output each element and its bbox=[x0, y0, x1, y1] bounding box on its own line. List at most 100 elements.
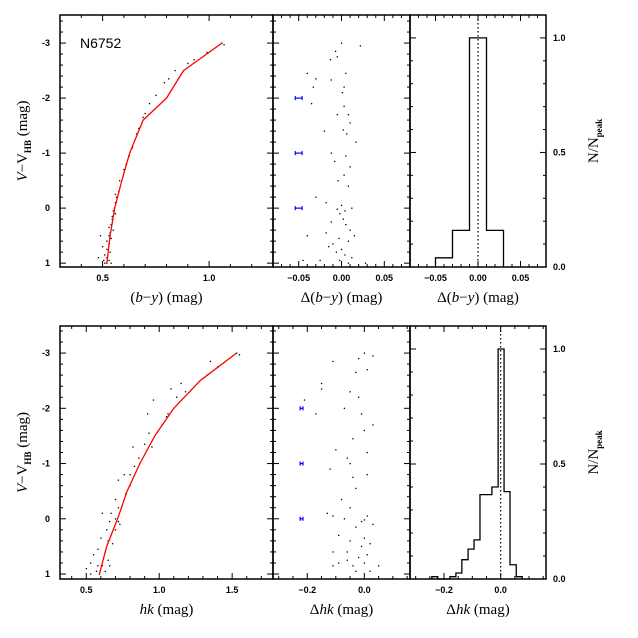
histogram-outline bbox=[434, 37, 505, 267]
data-points bbox=[302, 42, 367, 264]
data-point bbox=[315, 78, 317, 80]
data-point bbox=[206, 51, 208, 54]
x-axis-title-part: y bbox=[329, 290, 338, 306]
data-point bbox=[223, 44, 225, 46]
histogram bbox=[431, 348, 523, 580]
y-tick-label: -3 bbox=[42, 38, 50, 48]
x-axis-title-part: (mag) bbox=[470, 602, 510, 618]
data-point bbox=[112, 229, 114, 231]
data-point bbox=[360, 545, 363, 548]
x-axis-title: Δ(b−y) (mag) bbox=[437, 290, 519, 306]
data-point bbox=[332, 565, 334, 567]
data-point bbox=[349, 391, 351, 393]
y-tick-label: -2 bbox=[42, 93, 50, 103]
data-point bbox=[114, 529, 117, 531]
panel-top-hist: −0.05 0.00 0.05 0.0 0.5 1.0 Δ(b−y) (mag) N/Npea… bbox=[409, 14, 604, 306]
data-point bbox=[366, 515, 368, 517]
y-axis-title-subscript: peak bbox=[594, 430, 604, 449]
data-point bbox=[326, 512, 328, 514]
ticks bbox=[60, 326, 273, 579]
data-point bbox=[132, 446, 134, 448]
data-point bbox=[336, 208, 338, 210]
data-point bbox=[338, 534, 340, 537]
y-tick-label: 0 bbox=[45, 514, 50, 524]
ticks bbox=[410, 325, 546, 580]
data-point bbox=[103, 259, 105, 262]
data-point bbox=[363, 537, 366, 539]
x-axis-title-part: y bbox=[466, 290, 475, 306]
y-tick-label: 0.5 bbox=[553, 459, 566, 469]
x-tick-label: 0.5 bbox=[80, 585, 93, 595]
data-point bbox=[102, 246, 104, 248]
x-axis-title-part: hk bbox=[319, 602, 334, 618]
plot-frame bbox=[272, 14, 411, 268]
data-point bbox=[109, 565, 111, 567]
x-tick-label: 1.0 bbox=[153, 585, 166, 595]
x-tick-label: −0.05 bbox=[287, 273, 310, 283]
data-point bbox=[352, 565, 354, 567]
data-point bbox=[101, 565, 104, 567]
data-point bbox=[340, 248, 343, 251]
data-point bbox=[235, 352, 238, 354]
data-point bbox=[152, 399, 155, 401]
data-point bbox=[336, 113, 338, 116]
y-axis-title-part: −V bbox=[15, 464, 31, 483]
data-point bbox=[344, 254, 346, 256]
y-axis-title: V−VHB (mag) bbox=[15, 412, 33, 493]
data-point bbox=[176, 396, 178, 398]
data-point bbox=[111, 543, 114, 545]
data-point bbox=[163, 82, 166, 84]
data-point bbox=[335, 251, 338, 253]
data-point bbox=[320, 382, 323, 385]
x-axis-title: (b−y) (mag) bbox=[130, 290, 202, 306]
x-axis-title-part: ) (mag) bbox=[474, 290, 519, 306]
fiducial-line bbox=[106, 42, 223, 264]
data-point bbox=[170, 388, 172, 390]
y-axis-title-part: N/N bbox=[586, 137, 602, 163]
data-point bbox=[312, 86, 314, 88]
data-point bbox=[184, 391, 187, 393]
error-bar bbox=[294, 96, 303, 101]
data-point bbox=[115, 196, 118, 198]
x-axis-title-part: ) (mag) bbox=[158, 290, 203, 306]
error-bar bbox=[299, 461, 304, 466]
data-point bbox=[347, 240, 350, 242]
y-axis-title-part: V bbox=[15, 171, 31, 182]
y-axis-title: N/Npeak bbox=[586, 119, 604, 163]
data-point bbox=[339, 213, 341, 215]
x-tick-label: 0.5 bbox=[96, 273, 109, 283]
y-axis-title-part: (mag) bbox=[15, 100, 31, 140]
data-point bbox=[109, 520, 111, 523]
y-tick-label: 0 bbox=[45, 203, 50, 213]
data-point bbox=[332, 243, 334, 245]
data-point bbox=[133, 465, 136, 468]
data-point bbox=[99, 235, 102, 237]
x-tick-label: 0.0 bbox=[358, 585, 371, 595]
x-axis-title-part: ( bbox=[130, 290, 135, 306]
data-point bbox=[347, 262, 350, 264]
data-point bbox=[323, 130, 326, 132]
x-axis-title-part: (mag) bbox=[154, 602, 194, 618]
data-point bbox=[107, 559, 109, 561]
data-point bbox=[106, 240, 108, 242]
data-point bbox=[110, 512, 112, 514]
data-point bbox=[310, 102, 313, 105]
data-point bbox=[117, 479, 120, 481]
data-point bbox=[174, 69, 176, 72]
histogram-bar bbox=[456, 573, 462, 579]
data-point bbox=[345, 224, 347, 226]
data-point bbox=[343, 105, 345, 108]
histogram-bar bbox=[474, 540, 480, 579]
data-point bbox=[369, 543, 371, 545]
data-point bbox=[315, 196, 317, 198]
data-point bbox=[343, 174, 345, 176]
data-point bbox=[144, 443, 146, 445]
error-bar bbox=[299, 516, 304, 521]
data-point bbox=[108, 235, 110, 237]
y-tick-label: 0.5 bbox=[553, 147, 566, 157]
fiducial-line bbox=[98, 352, 237, 575]
x-axis-title-part: hk bbox=[456, 602, 471, 618]
data-point bbox=[329, 468, 331, 470]
data-point bbox=[325, 232, 327, 234]
data-point bbox=[92, 554, 95, 556]
